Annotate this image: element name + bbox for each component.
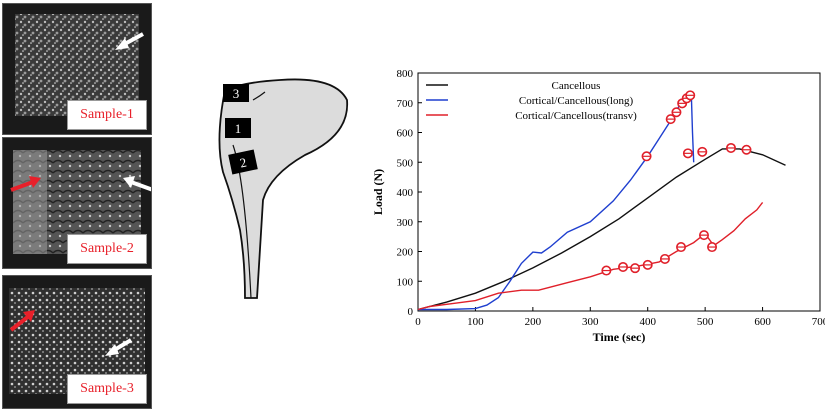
sample-2-label: Sample-2 <box>67 234 147 264</box>
x-axis-label: Time (sec) <box>593 330 646 344</box>
white-arrow-icon <box>105 338 133 356</box>
y-tick-label: 0 <box>408 306 414 318</box>
series-line-1 <box>418 96 695 311</box>
sample-2-photo: Sample-2 <box>2 137 152 269</box>
x-tick-label: 300 <box>582 316 599 328</box>
red-arrow-icon <box>10 176 41 192</box>
tibia-outline <box>218 78 348 299</box>
x-tick-label: 500 <box>697 316 714 328</box>
location-marker-2: 2 <box>228 149 258 175</box>
series-line-0 <box>417 148 786 311</box>
series-line-2 <box>417 201 764 311</box>
chart-axes: 0 100 200 300 400 500 600 700 0 100 200 300 400 500 60… <box>397 68 826 328</box>
x-tick-label: 700 <box>812 316 825 328</box>
y-tick-label: 100 <box>397 276 414 288</box>
white-arrow-icon <box>123 176 151 192</box>
sample-3-photo: Sample-3 <box>2 275 152 409</box>
location-marker-3: 3 <box>223 84 249 102</box>
legend-entry-2: Cortical/Cancellous(transv) <box>515 110 637 122</box>
y-tick-label: 500 <box>397 157 414 169</box>
load-time-chart: 0 100 200 300 400 500 600 700 0 100 200 300 400 500 60… <box>371 68 826 344</box>
chart-series <box>417 90 786 311</box>
x-tick-label: 0 <box>415 316 421 328</box>
sample-1-label: Sample-1 <box>67 100 147 130</box>
bone-sketch: 3 1 2 <box>218 78 348 299</box>
sample-3-label: Sample-3 <box>67 374 147 404</box>
y-tick-label: 700 <box>397 98 414 110</box>
x-tick-label: 400 <box>639 316 656 328</box>
legend-entry-1: Cortical/Cancellous(long) <box>519 95 634 107</box>
y-tick-label: 200 <box>397 247 414 259</box>
sample-1-photo: Sample-1 <box>2 3 152 135</box>
x-tick-label: 600 <box>754 316 771 328</box>
y-axis-label: Load (N) <box>371 169 385 215</box>
y-tick-label: 300 <box>397 217 414 229</box>
plot-frame <box>417 72 821 312</box>
svg-text:2: 2 <box>238 154 247 170</box>
location-marker-1: 1 <box>225 118 251 138</box>
chart-legend: Cancellous Cortical/Cancellous(long) Corti… <box>426 80 637 122</box>
legend-entry-0: Cancellous <box>552 80 601 92</box>
y-tick-label: 600 <box>397 128 414 140</box>
red-arrow-icon <box>9 310 35 332</box>
x-tick-label: 100 <box>467 316 484 328</box>
x-tick-label: 200 <box>525 316 542 328</box>
y-tick-label: 800 <box>397 68 414 80</box>
svg-text:1: 1 <box>235 121 242 136</box>
white-arrow-icon <box>115 32 144 50</box>
svg-text:3: 3 <box>233 86 240 101</box>
y-tick-label: 400 <box>397 187 414 199</box>
